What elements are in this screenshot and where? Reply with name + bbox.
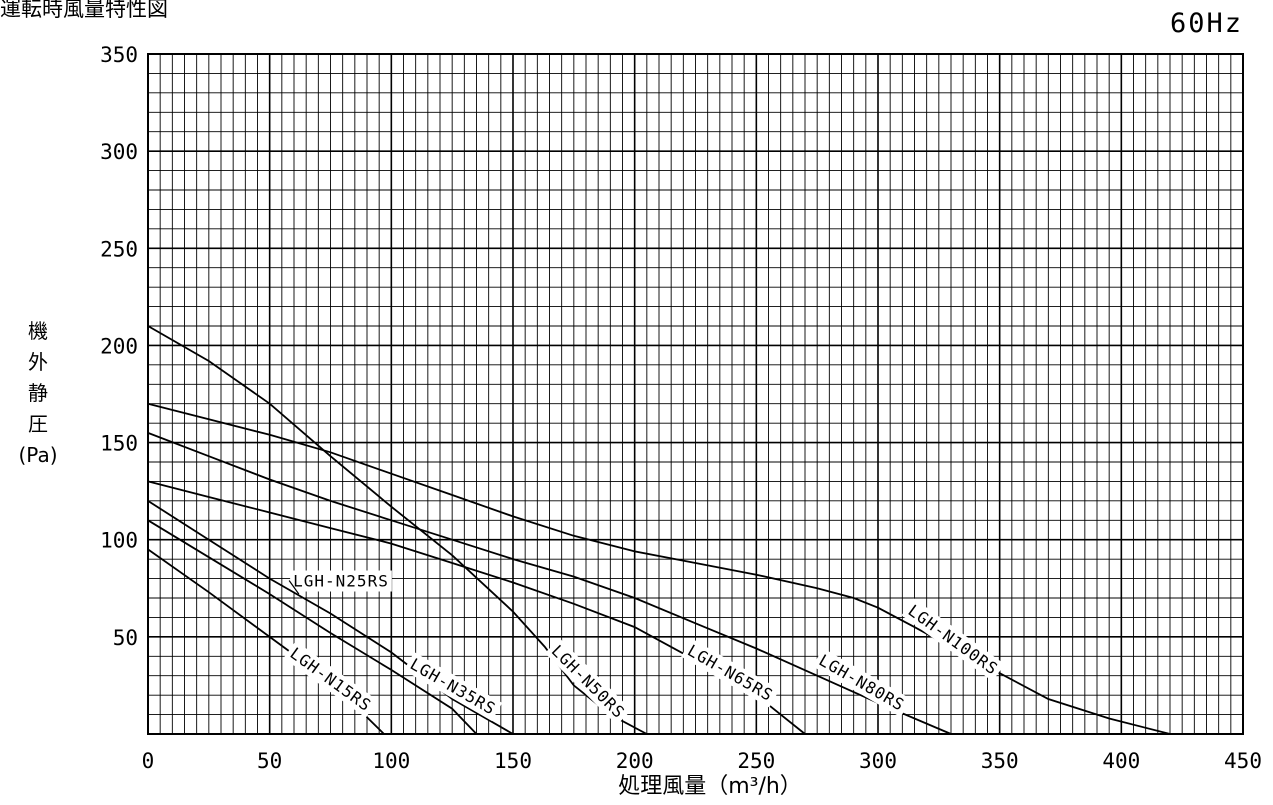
series-label-background xyxy=(901,598,1005,682)
y-tick-label: 50 xyxy=(113,626,138,650)
y-tick-label: 300 xyxy=(100,140,138,164)
x-tick-label: 350 xyxy=(981,749,1019,773)
series-line-lgh-n25rs xyxy=(147,519,478,735)
x-tick-label: 150 xyxy=(494,749,532,773)
series-label: LGH-N25RS xyxy=(293,572,389,591)
x-tick-label: 200 xyxy=(616,749,654,773)
y-axis-label-part: 機 xyxy=(28,319,48,343)
y-tick-label: 150 xyxy=(100,432,138,456)
x-tick-label: 450 xyxy=(1224,749,1262,773)
series-line-lgh-n80rs xyxy=(147,432,952,735)
y-axis-label-part: 圧 xyxy=(28,412,48,436)
series-line-lgh-n50rs xyxy=(147,325,648,735)
series-label-group: LGH-N100RS xyxy=(901,598,1005,682)
series-label-background xyxy=(290,570,392,592)
series-label-background xyxy=(544,638,632,726)
series-label-group: LGH-N80RS xyxy=(812,648,912,718)
y-axis-label-part: (Pa) xyxy=(18,443,58,467)
y-axis-label-part: 静 xyxy=(28,381,48,405)
y-axis-label-part: 外 xyxy=(28,350,48,374)
y-tick-label: 100 xyxy=(100,529,138,553)
x-axis-label: 処理風量（m³/h） xyxy=(618,774,802,799)
series-label-background xyxy=(681,638,780,708)
y-tick-label: 250 xyxy=(100,237,138,261)
series-label-background xyxy=(812,648,912,718)
series-label-background xyxy=(283,641,379,718)
series-line-lgh-n35rs xyxy=(147,500,514,735)
x-tick-label: 100 xyxy=(372,749,410,773)
x-tick-label: 0 xyxy=(142,749,155,773)
y-tick-label: 350 xyxy=(100,43,138,67)
x-tick-label: 50 xyxy=(257,749,282,773)
x-tick-label: 400 xyxy=(1102,749,1140,773)
y-axis-label: 機外静圧 (Pa) xyxy=(8,316,68,471)
chart-title: 運転時風量特性図 xyxy=(0,0,168,21)
series-label: LGH-N50RS xyxy=(548,641,629,722)
x-tick-label: 300 xyxy=(859,749,897,773)
series-label-group: LGH-N25RS xyxy=(290,570,392,592)
y-tick-label: 200 xyxy=(100,334,138,358)
series-label-leader xyxy=(288,580,300,595)
x-tick-label: 250 xyxy=(737,749,775,773)
plot-frame xyxy=(147,53,1244,735)
series-label-background xyxy=(403,652,503,722)
series-label-group: LGH-N50RS xyxy=(544,638,632,726)
frequency-label: 60Hz xyxy=(1169,8,1243,39)
